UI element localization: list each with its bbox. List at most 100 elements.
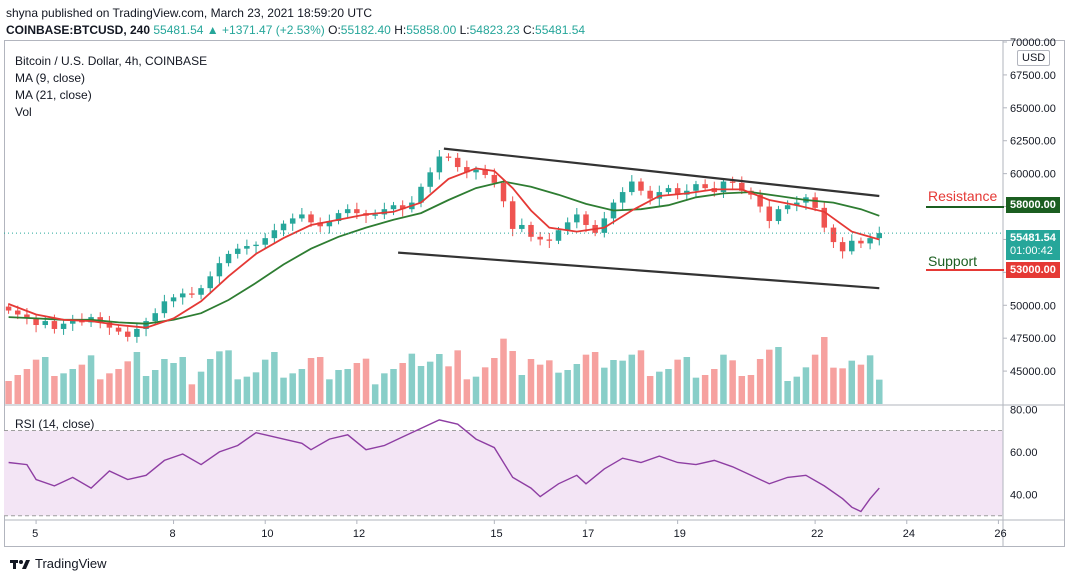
candle-body [42,321,48,326]
candle-body [399,205,406,210]
volume-bar [766,349,773,404]
volume-bar [472,376,480,404]
candle-body [134,328,140,337]
candle-body [390,205,397,210]
volume-bar [436,354,443,404]
open-value: 55182.40 [340,23,391,37]
volume-bar [381,373,388,404]
volume-bar [692,377,700,404]
candle-body [280,223,287,231]
time-tick-label: 5 [32,528,38,540]
volume-bar [417,366,425,404]
resistance-underline [926,206,1004,208]
legend-vol: Vol [15,105,32,119]
volume-bar [601,367,608,404]
candle-body [179,293,186,298]
candle-body [812,197,818,208]
volume-bar [857,364,865,404]
resistance-label: Resistance [928,188,998,204]
candle-body [638,181,644,191]
volume-bar [491,358,498,404]
candle-body [454,157,461,168]
volume-bar [848,360,856,404]
volume-bar [14,375,21,404]
candle-body [519,224,525,229]
volume-bar [115,369,122,404]
volume-bar [784,381,791,404]
volume-bar [518,375,526,404]
candle-body [757,194,763,207]
open-label: O: [328,23,341,37]
volume-bar [225,350,232,404]
volume-bar [582,354,590,404]
candle-body [253,244,259,247]
volume-bar [23,369,31,404]
volume-bar [866,355,874,404]
candle-body [537,236,543,240]
volume-bar [426,361,434,404]
volume-bar [170,363,177,404]
price-tick-label: 70000.00 [1010,37,1056,49]
candle-body [601,218,608,233]
candle-body [583,214,589,225]
candle-body [821,207,828,228]
candle-body [491,174,498,183]
time-tick-label: 26 [994,528,1006,540]
time-tick-label: 8 [170,528,176,540]
volume-bar [32,359,40,404]
candle-body [60,323,67,329]
candle-body [124,331,131,337]
high-label: H: [394,23,407,37]
legend-ma21: MA (21, close) [15,88,92,102]
chart-frame [4,40,1065,547]
volume-bar [527,359,535,404]
volume-bar [408,353,416,404]
volume-bar [188,384,196,404]
rsi-band [4,430,1003,516]
volume-bar [362,358,370,404]
time-tick-label: 15 [490,528,502,540]
high-value: 55858.00 [406,23,457,37]
legend-ma9: MA (9, close) [15,71,86,85]
currency-button[interactable]: USD [1017,50,1051,66]
support-price-tag: 53000.00 [1006,262,1060,278]
candle-body [271,230,278,239]
volume-bar [500,338,507,404]
candle-body [326,221,333,227]
rsi-line [8,419,880,513]
volume-bar [234,379,241,404]
candle-body [299,214,305,219]
volume-bar [216,351,223,404]
channel-lower-line [398,251,880,290]
volume-bar [298,369,306,404]
candle-body [198,288,204,295]
volume-bar [747,375,755,404]
candle-body [308,214,314,223]
volume-bar [573,364,581,404]
rsi-tick-label: 80.00 [1010,404,1038,416]
low-value: 54823.23 [469,23,520,37]
volume-bar [445,366,452,404]
volume-bar [271,352,278,404]
time-tick-label: 24 [903,528,915,540]
candle-body [289,218,296,224]
candle-body [849,240,855,252]
volume-bar [371,384,379,404]
candle-body [97,317,103,323]
current-price-tag: 55481.54 01:00:42 [1006,230,1060,260]
volume-bar [876,379,883,404]
candle-body [207,276,213,289]
volume-bar [106,373,113,404]
channel-upper-line [443,147,880,198]
volume-bar [307,358,315,404]
candle-body [629,181,635,193]
volume-bar [481,367,489,404]
volume-bar [133,352,141,404]
volume-bar [161,359,168,404]
volume-bar [738,376,746,404]
current-price: 55481.54 [1010,232,1056,244]
candle-body [143,321,149,329]
candle-body [665,188,672,193]
candle-body [528,224,534,237]
